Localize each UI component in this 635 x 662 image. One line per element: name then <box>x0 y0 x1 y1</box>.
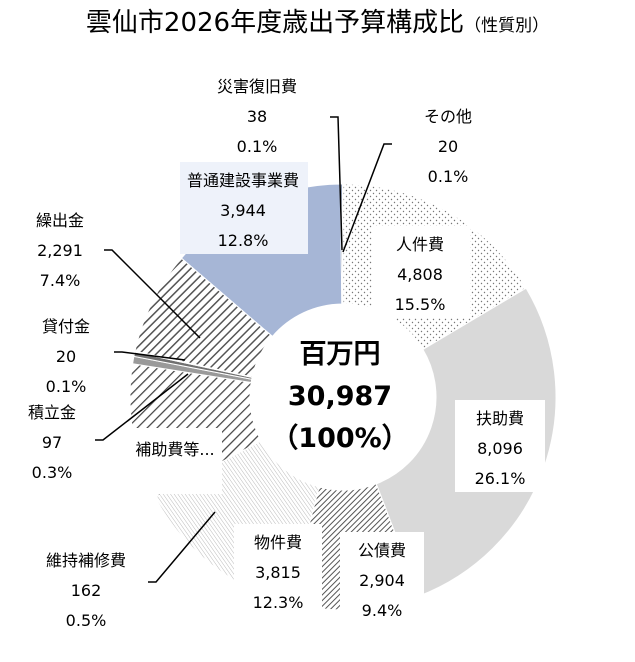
slice-percent-label: 12.3% <box>253 593 304 612</box>
slice-name-label: 人件費 <box>396 235 444 254</box>
slice-percent-label: 0.1% <box>428 167 469 186</box>
slice-name-label: その他 <box>424 107 472 126</box>
leader-line <box>104 249 201 339</box>
slice-label-box <box>372 226 470 318</box>
slice-value-label: 2,291 <box>37 241 83 260</box>
chart-title-main: 雲仙市2026年度歳出予算構成比 <box>85 8 465 38</box>
slice-name-label: 繰出金 <box>36 211 84 230</box>
center-unit-label: 百万円 <box>300 339 381 370</box>
slice-value-label: 2,904 <box>359 571 405 590</box>
leader-line <box>148 511 216 583</box>
slice-percent-label: 0.5% <box>66 611 107 630</box>
slice-percent-label: 0.1% <box>46 377 87 396</box>
center-total-label: 30,987 <box>288 381 392 412</box>
slice-percent-label: 7.4% <box>40 271 81 290</box>
leader-line <box>95 373 189 441</box>
center-percent-label: （100%） <box>271 423 408 454</box>
slice-name-label: 災害復旧費 <box>217 77 297 96</box>
leader-line <box>114 351 186 361</box>
chart-title: 雲仙市2026年度歳出予算構成比（性質別） <box>0 2 635 39</box>
slice-value-label: 3,944 <box>220 201 266 220</box>
slice-value-label: 20 <box>438 137 458 156</box>
center-label: 百万円 30,987 （100%） <box>271 339 408 454</box>
slice-value-label: 162 <box>71 581 102 600</box>
slice-percent-label: 15.5% <box>395 295 446 314</box>
slice-percent-label: 26.1% <box>475 469 526 488</box>
slice-name-label: 積立金 <box>28 403 76 422</box>
slice-percent-label: 0.1% <box>237 137 278 156</box>
leader-line <box>342 143 392 253</box>
chart-subtitle: （性質別） <box>464 16 550 36</box>
slice-name-label: 補助費等... <box>135 440 214 459</box>
slice-percent-label: 9.4% <box>362 601 403 620</box>
slice-value-label: 8,096 <box>477 439 523 458</box>
slice-name-label: 普通建設事業費 <box>187 171 299 190</box>
slice-value-label: 97 <box>42 433 62 452</box>
slice-labels: 人件費 4,808 15.5% 扶助費 8,096 26.1% 公債費 2,904 9.4% 物件… <box>28 77 545 630</box>
slice-label-box <box>340 532 424 624</box>
slice-label-box <box>180 162 308 254</box>
slice-value-label: 4,808 <box>397 265 443 284</box>
slice-value-label: 3,815 <box>255 563 301 582</box>
slice-value-label: 38 <box>247 107 267 126</box>
slice-percent-label: 0.3% <box>32 463 73 482</box>
slice-percent-label: 12.8% <box>218 231 269 250</box>
slice-name-label: 物件費 <box>254 533 302 552</box>
slice-label-box <box>234 524 322 616</box>
slice-name-label: 扶助費 <box>476 409 524 428</box>
slice-name-label: 維持補修費 <box>46 551 126 570</box>
slice-value-label: 20 <box>56 347 76 366</box>
slice-label-box <box>128 428 222 494</box>
slice-label-box <box>455 400 545 492</box>
leader-lines <box>95 116 392 583</box>
slice-name-label: 貸付金 <box>42 317 90 336</box>
leader-line <box>330 116 343 251</box>
slice-name-label: 公債費 <box>358 541 406 560</box>
